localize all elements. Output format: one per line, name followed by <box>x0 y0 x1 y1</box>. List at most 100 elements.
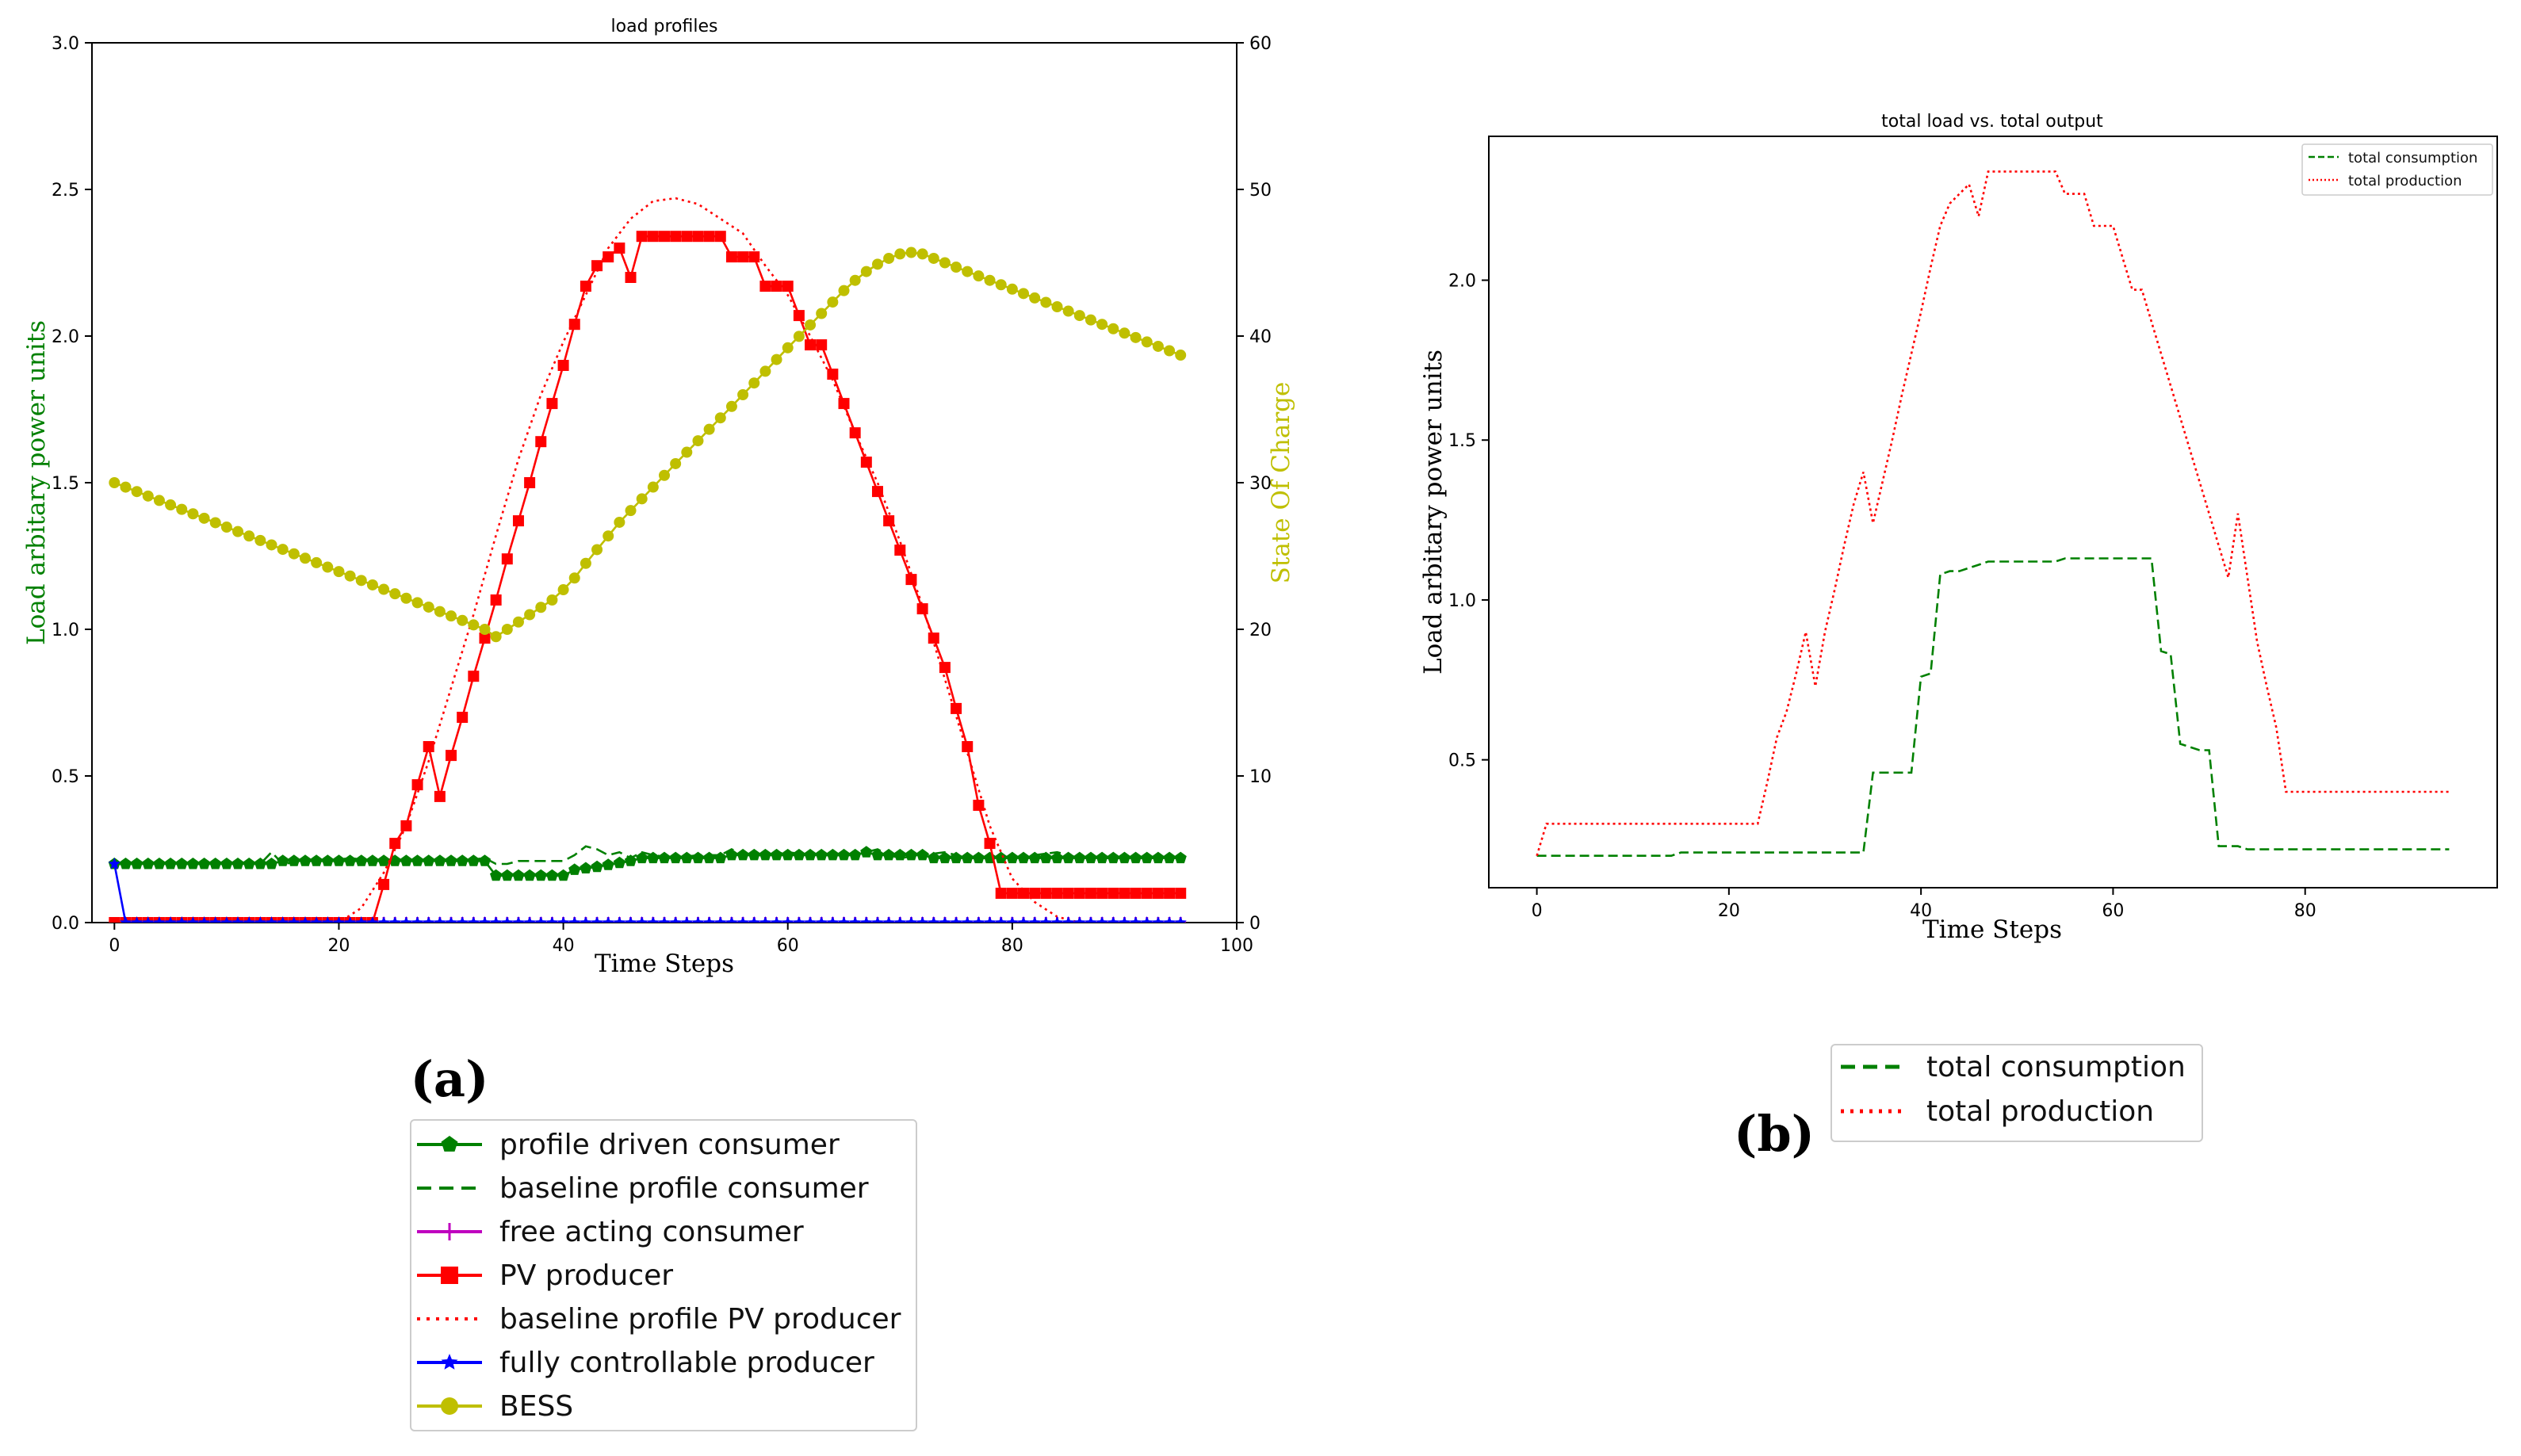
pv-producer-point <box>905 574 917 586</box>
fully-controllable-producer-point <box>243 916 255 923</box>
fully-controllable-producer-point <box>545 916 558 923</box>
fully-controllable-producer-point <box>826 916 839 923</box>
fully-controllable-producer-point <box>928 916 940 923</box>
fully-controllable-producer-point <box>534 916 547 923</box>
fully-controllable-producer-point <box>882 916 895 923</box>
pv-producer-point <box>446 750 457 762</box>
y-tick-label: 0.5 <box>52 767 79 787</box>
fully-controllable-producer-point <box>209 916 222 923</box>
pv-producer-point <box>580 281 591 292</box>
y-tick-label: 1.0 <box>1448 591 1476 611</box>
profile-driven-consumer-point <box>186 858 199 869</box>
pv-producer-point <box>984 838 996 850</box>
right-y-tick-label: 60 <box>1249 34 1272 54</box>
profile-driven-consumer-point <box>939 851 951 864</box>
y-tick-label: 1.5 <box>1448 431 1476 451</box>
fully-controllable-producer-point <box>849 916 862 923</box>
pv-producer-point <box>501 553 513 565</box>
profile-driven-consumer-point <box>703 851 716 864</box>
fully-controllable-producer-point <box>523 916 536 923</box>
profile-driven-consumer-point <box>344 854 357 866</box>
bess-point <box>614 516 625 528</box>
fully-controllable-producer-point <box>658 916 671 923</box>
pv-producer-line <box>114 235 1181 923</box>
fully-controllable-producer-point <box>411 916 424 923</box>
bess-point <box>524 609 536 621</box>
chart-b-inner-legend: total consumption total production <box>2301 143 2493 196</box>
chart-a-plot-area <box>91 42 1238 923</box>
bess-point <box>311 556 323 568</box>
bess-point <box>1152 340 1164 352</box>
x-tick-label: 20 <box>1718 901 1740 921</box>
bess-point <box>1107 323 1119 334</box>
profile-driven-consumer-point <box>1062 851 1075 864</box>
bess-point <box>805 319 817 331</box>
bess-point <box>871 258 883 270</box>
fully-controllable-producer-point <box>1174 916 1187 923</box>
bess-point <box>1073 310 1085 322</box>
fully-controllable-producer-point <box>636 916 648 923</box>
fully-controllable-producer-point <box>1085 916 1097 923</box>
total-production-line <box>1536 170 2450 857</box>
bess-point <box>209 517 221 529</box>
fully-controllable-producer-point <box>1039 916 1052 923</box>
profile-driven-consumer-point <box>826 848 839 861</box>
fully-controllable-producer-point <box>972 916 985 923</box>
bess-point <box>176 503 188 515</box>
fully-controllable-producer-point <box>793 916 805 923</box>
fully-controllable-producer-point <box>321 916 334 923</box>
chart-a-legend: profile driven consumer baseline profile … <box>410 1119 917 1431</box>
fully-controllable-producer-point <box>254 916 266 923</box>
y-tick-label: 0.5 <box>1448 751 1476 771</box>
pv-producer-point <box>805 339 817 351</box>
pv-producer-point <box>1051 888 1063 899</box>
total-consumption-line <box>1536 557 2450 857</box>
fully-controllable-producer-point <box>557 916 570 923</box>
profile-driven-consumer-point <box>591 860 603 873</box>
bess-point <box>692 435 704 447</box>
bess-point <box>1040 296 1052 308</box>
legend-a-label: free acting consumer <box>499 1216 804 1248</box>
profile-driven-consumer-point <box>1006 851 1019 864</box>
fully-controllable-producer-point <box>748 916 760 923</box>
pv-producer-point <box>748 251 760 263</box>
profile-driven-consumer-point <box>277 854 289 866</box>
right-y-tick-label: 10 <box>1249 767 1272 787</box>
bess-point <box>1085 314 1096 326</box>
pv-producer-point <box>490 594 502 606</box>
profile-driven-consumer-point <box>793 848 805 861</box>
bess-point <box>659 469 670 481</box>
bess-point <box>1119 327 1130 339</box>
chart-b-x-ticks: 0 20 40 60 80 <box>1532 888 2316 921</box>
fully-controllable-producer-point <box>860 916 873 923</box>
fully-controllable-producer-point <box>815 916 828 923</box>
chart-b-plot-area <box>1488 136 2498 889</box>
bess-point <box>501 624 513 635</box>
x-tick-label: 40 <box>1910 901 1932 921</box>
profile-driven-consumer-point <box>1050 851 1064 864</box>
profile-driven-consumer-point <box>928 851 940 864</box>
fully-controllable-producer-point <box>186 916 199 923</box>
fully-controllable-producer-point <box>691 916 705 923</box>
fully-controllable-producer-point <box>456 916 469 923</box>
fully-controllable-producer-point <box>310 916 323 923</box>
pv-producer-point <box>603 251 614 263</box>
pv-producer-point <box>1119 888 1130 899</box>
bess-point <box>580 557 591 569</box>
fully-controllable-producer-point <box>1006 916 1019 923</box>
bess-point <box>322 561 334 573</box>
bess-point <box>457 614 469 626</box>
pv-producer-point <box>1040 888 1052 899</box>
profile-driven-consumer-point <box>377 854 390 866</box>
bess-point <box>232 525 244 537</box>
x-tick-label: 40 <box>553 936 575 956</box>
bess-point <box>625 505 637 517</box>
bess-point <box>838 285 850 296</box>
fully-controllable-producer-point <box>782 916 794 923</box>
right-y-tick-label: 30 <box>1249 474 1272 494</box>
fully-controllable-producer-point <box>131 916 143 923</box>
bess-point <box>557 584 569 596</box>
pv-producer-point <box>703 231 715 243</box>
y-tick-label: 0.0 <box>52 914 79 934</box>
